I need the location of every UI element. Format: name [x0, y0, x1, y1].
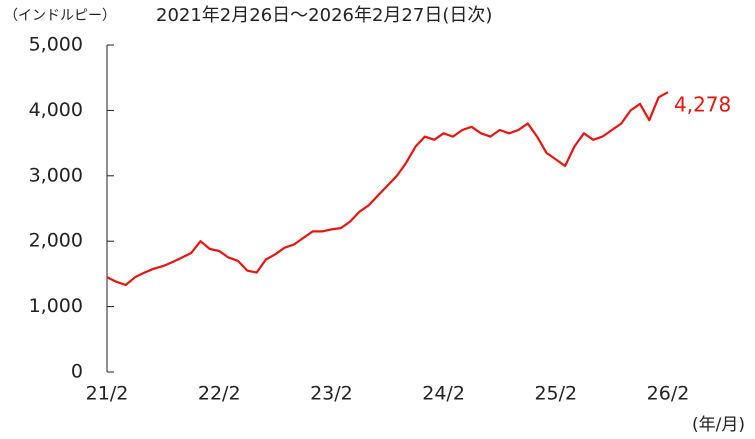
- y-tick-label: 2,000: [29, 230, 83, 252]
- x-tick-label: 26/2: [647, 383, 690, 405]
- y-tick-label: 5,000: [29, 34, 83, 56]
- x-axis-label: (年/月): [692, 415, 745, 435]
- x-tick-label: 21/2: [86, 383, 129, 405]
- x-tick-label: 25/2: [534, 383, 577, 405]
- y-tick-label: 4,000: [29, 99, 83, 121]
- y-tick-label: 1,000: [29, 295, 83, 317]
- line: [106, 91, 669, 287]
- unit-label: （インドルピー）: [4, 8, 116, 24]
- chart-title: 2021年2月26日～2026年2月27日(日次): [156, 5, 492, 26]
- y-tick-label: 0: [71, 361, 83, 383]
- y-tick-label: 3,000: [29, 164, 83, 186]
- x-tick-label: 22/2: [198, 383, 241, 405]
- value-label: 4,278: [674, 93, 731, 117]
- x-tick-label: 24/2: [422, 383, 465, 405]
- x-tick-label: 23/2: [310, 383, 353, 405]
